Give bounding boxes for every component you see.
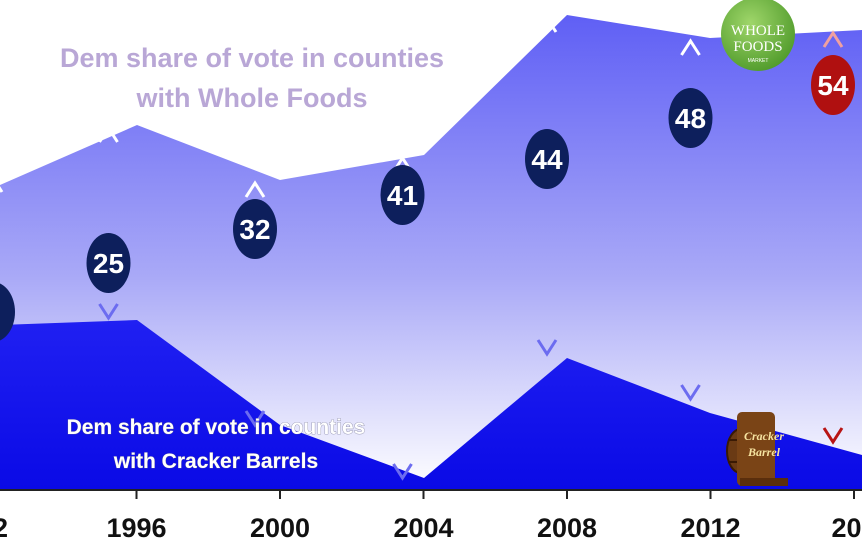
- whole-foods-logo-line3: MARKET: [748, 58, 769, 64]
- gap-value-1996: 25: [93, 248, 124, 279]
- x-tick-label-2012: 2012: [680, 513, 740, 543]
- gap-badge-1996: 25: [86, 233, 131, 293]
- gap-value-2008: 44: [531, 144, 563, 175]
- gap-badge-2016: 54: [811, 55, 855, 115]
- upper-area-label: Dem share of vote in counties with Whole…: [60, 43, 444, 113]
- gap-badge-2000: 32: [233, 199, 277, 259]
- gap-badge-2008: 44: [525, 129, 569, 189]
- upper-label-line-2: with Whole Foods: [136, 83, 368, 113]
- cracker-barrel-area: [0, 320, 862, 490]
- gap-badge-1992: 0: [0, 283, 15, 341]
- lower-label-line-2: with Cracker Barrels: [113, 450, 318, 473]
- x-tick-label-2008: 2008: [537, 513, 597, 543]
- x-tick-label-1992: 92: [0, 513, 8, 543]
- lower-label-line-1: Dem share of vote in counties: [67, 416, 366, 439]
- cracker-barrel-logo-line2: Barrel: [747, 445, 781, 459]
- gap-arrows: [0, 15, 844, 481]
- whole-foods-logo-line2: FOODS: [733, 39, 782, 55]
- gap-badges: 0 25 32 41 44 48 54: [0, 55, 855, 341]
- cracker-barrel-logo: Cracker Barrel: [726, 412, 788, 486]
- whole-foods-area: [0, 15, 862, 490]
- x-tick-label-2016: 201: [831, 513, 862, 543]
- x-tick-label-1996: 1996: [106, 513, 166, 543]
- lower-area-label: Dem share of vote in counties with Crack…: [66, 416, 366, 474]
- whole-foods-logo: WHOLE FOODS MARKET: [721, 0, 795, 71]
- gap-badge-2004: 41: [380, 165, 425, 225]
- x-tick-label-2000: 2000: [250, 513, 310, 543]
- gap-value-2000: 32: [239, 214, 270, 245]
- gap-value-1992: 0: [0, 297, 1, 328]
- x-axis-ticks: [135, 490, 855, 499]
- gap-value-2012: 48: [675, 103, 706, 134]
- x-tick-label-2004: 2004: [393, 513, 453, 543]
- gap-badge-2012: 48: [668, 88, 713, 148]
- gap-value-2016: 54: [817, 70, 849, 101]
- x-axis-labels: 92 1996 2000 2004 2008 2012 201: [0, 513, 862, 543]
- cracker-barrel-logo-line1: Cracker: [744, 429, 784, 443]
- gap-value-2004: 41: [387, 180, 418, 211]
- upper-label-line-1: Dem share of vote in counties: [60, 43, 444, 73]
- whole-foods-logo-line1: WHOLE: [731, 23, 785, 39]
